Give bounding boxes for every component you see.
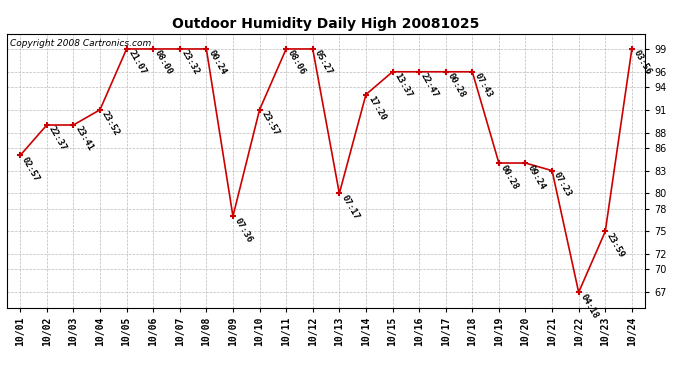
Text: 05:27: 05:27 bbox=[313, 49, 334, 77]
Text: 23:59: 23:59 bbox=[605, 231, 627, 259]
Text: 00:24: 00:24 bbox=[206, 49, 228, 77]
Text: 04:18: 04:18 bbox=[579, 292, 600, 320]
Text: 23:32: 23:32 bbox=[180, 49, 201, 77]
Text: 23:57: 23:57 bbox=[259, 110, 281, 138]
Text: Copyright 2008 Cartronics.com: Copyright 2008 Cartronics.com bbox=[10, 39, 151, 48]
Text: 09:24: 09:24 bbox=[526, 163, 546, 191]
Text: 08:00: 08:00 bbox=[153, 49, 175, 77]
Text: 00:28: 00:28 bbox=[446, 72, 467, 99]
Text: 21:07: 21:07 bbox=[126, 49, 148, 77]
Text: 23:41: 23:41 bbox=[73, 125, 95, 153]
Text: 22:37: 22:37 bbox=[47, 125, 68, 153]
Text: 07:43: 07:43 bbox=[472, 72, 493, 99]
Text: 22:47: 22:47 bbox=[419, 72, 440, 99]
Text: 00:28: 00:28 bbox=[499, 163, 520, 191]
Text: 17:20: 17:20 bbox=[366, 94, 387, 122]
Text: 07:36: 07:36 bbox=[233, 216, 254, 244]
Text: 07:23: 07:23 bbox=[552, 171, 573, 198]
Text: 03:56: 03:56 bbox=[632, 49, 653, 77]
Text: 23:52: 23:52 bbox=[100, 110, 121, 138]
Title: Outdoor Humidity Daily High 20081025: Outdoor Humidity Daily High 20081025 bbox=[172, 17, 480, 31]
Text: 13:37: 13:37 bbox=[393, 72, 414, 99]
Text: 02:57: 02:57 bbox=[20, 155, 41, 183]
Text: 08:06: 08:06 bbox=[286, 49, 307, 77]
Text: 07:17: 07:17 bbox=[339, 194, 361, 221]
